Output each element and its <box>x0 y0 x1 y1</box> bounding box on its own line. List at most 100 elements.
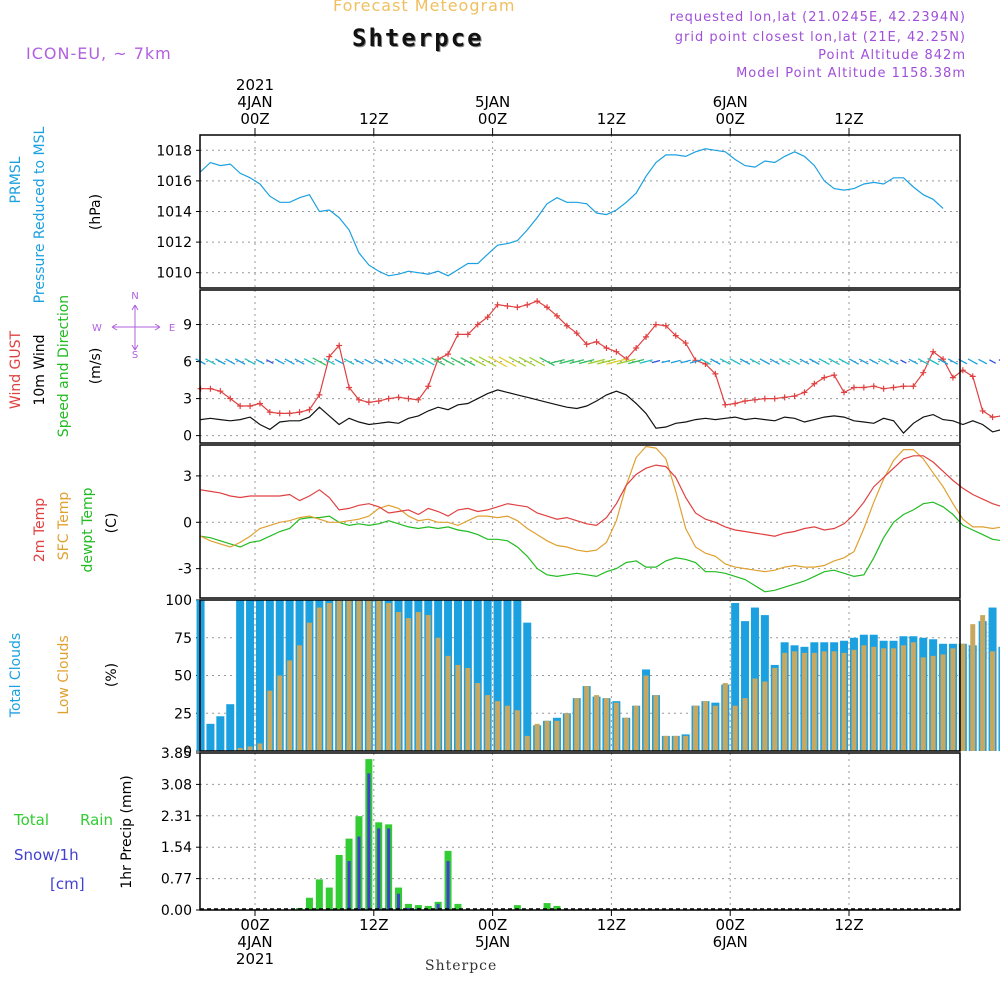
wind-gust-line-point <box>831 372 838 379</box>
wind-10m-label: 10m Wind <box>32 334 48 405</box>
wind-direction-arrow <box>393 358 404 365</box>
total-clouds-label: Total Clouds <box>8 633 24 718</box>
wind-direction-label: Speed and Direction <box>56 295 72 437</box>
low-cloud-bar <box>940 654 946 751</box>
low-cloud-bar <box>950 648 956 751</box>
wind-direction-arrow <box>323 358 336 366</box>
low-cloud-bar <box>287 660 293 751</box>
wind-direction-arrow <box>244 358 256 366</box>
low-cloud-bar <box>425 615 431 751</box>
wind-gust-line-point <box>207 385 214 392</box>
precip-unit: 1hr Precip (mm) <box>119 775 135 888</box>
low-cloud-bar <box>316 607 322 751</box>
low-cloud-bar <box>752 678 758 751</box>
wind-direction-arrow <box>578 359 595 365</box>
wind-gust-line-point <box>534 298 541 305</box>
wind-gust-line-point <box>603 344 610 351</box>
low-cloud-bar <box>554 720 560 751</box>
low-clouds-label: Low Clouds <box>56 635 72 714</box>
top-time-label: 12Z <box>597 110 626 128</box>
wind-gust-line-point <box>949 374 956 381</box>
wind-direction-arrow <box>989 359 997 364</box>
low-cloud-bar <box>861 645 867 751</box>
wind-gust-line-point <box>296 409 303 416</box>
wind-direction-arrow <box>498 356 517 367</box>
top-time-label: 2021 <box>236 76 274 94</box>
wind-direction-arrow <box>205 358 216 365</box>
wind-direction-arrow <box>215 358 226 365</box>
wind-gust-line-point <box>930 348 937 355</box>
low-cloud-bar <box>475 683 481 751</box>
compass-east: E <box>169 323 175 334</box>
wind-gust-line-point <box>553 312 560 319</box>
pressure-line <box>200 148 944 277</box>
wind-direction-arrow <box>421 357 435 366</box>
wind-gust-line-point <box>850 384 857 391</box>
total-cloud-bar <box>473 600 482 751</box>
model-label: ICON-EU, ~ 7km <box>26 44 172 63</box>
wind-gust-line-point <box>633 344 640 351</box>
pressure-tick-label: 1018 <box>156 143 192 159</box>
wind-gust-line-point <box>524 301 531 308</box>
wind-tick-label: 0 <box>183 429 192 445</box>
wind-direction-arrow <box>412 358 425 366</box>
temp-tick-label: -3 <box>178 562 192 578</box>
wind-gust-line-point <box>484 314 491 321</box>
wind-direction-arrow <box>488 356 507 368</box>
footer-location: Shterpce <box>425 958 498 974</box>
wind-gust-line-point <box>514 304 521 311</box>
wind-direction-arrow <box>559 359 575 365</box>
low-cloud-bar <box>257 743 263 751</box>
wind-direction-arrow <box>403 358 414 365</box>
top-time-label: 12Z <box>359 110 388 128</box>
low-cloud-bar <box>613 702 619 751</box>
wind-direction-arrow <box>759 358 771 365</box>
total-cloud-bar <box>483 600 492 751</box>
low-cloud-bar <box>346 600 352 751</box>
wind-direction-arrow <box>478 356 497 367</box>
wind-direction-arrow <box>284 358 295 365</box>
wind-gust-line-point <box>712 370 719 377</box>
wind-direction-arrow <box>294 358 305 365</box>
panel-frame <box>199 599 961 752</box>
wind-gust-line-point <box>336 342 343 349</box>
wind-gust-line-point <box>692 357 699 364</box>
model-point-altitude: Model Point Altitude 1158.38m <box>736 66 966 81</box>
wind-gust-line-point <box>900 383 907 390</box>
wind-speed-line <box>200 389 1000 434</box>
wind-gust-line-point <box>652 321 659 328</box>
low-cloud-bar <box>564 713 570 751</box>
chart-super-title: Forecast Meteogram <box>333 0 516 15</box>
low-cloud-bar <box>267 690 273 751</box>
total-cloud-bar <box>206 723 215 751</box>
bottom-time-label: 12Z <box>359 916 388 934</box>
wind-direction-arrow <box>354 358 364 365</box>
wind-direction-arrow <box>508 356 527 367</box>
wind-gust-line-point <box>573 330 580 337</box>
wind-gust-line-point <box>841 389 848 396</box>
low-cloud-bar <box>693 705 699 751</box>
low-cloud-bar <box>435 637 441 751</box>
low-cloud-bar <box>851 649 857 751</box>
wind-gust-line-point <box>870 383 877 390</box>
wind-direction-arrow <box>818 358 830 366</box>
wind-gust-line-point <box>256 400 263 407</box>
low-cloud-bar <box>732 705 738 751</box>
wind-direction-arrow <box>661 359 671 364</box>
compass-icon <box>111 304 161 351</box>
wind-unit: (m/s) <box>88 348 104 385</box>
pressure-tick-label: 1010 <box>156 266 192 282</box>
clouds-tick-label: 25 <box>174 706 192 722</box>
low-cloud-bar <box>841 652 847 751</box>
wind-direction-arrow <box>651 359 661 364</box>
pressure-label-prmsl: PRMSL <box>8 156 24 203</box>
low-cloud-bar <box>930 655 936 751</box>
precip-tick-label: 3.08 <box>161 777 192 793</box>
wind-direction-arrow <box>779 358 791 366</box>
wind-gust-line-point <box>989 414 996 421</box>
snow-bar <box>436 903 440 910</box>
clouds-tick-label: 0 <box>183 744 192 760</box>
total-cloud-bar <box>246 600 255 751</box>
wind-direction-arrow <box>225 358 236 365</box>
wind-gust-line-point <box>365 399 372 406</box>
